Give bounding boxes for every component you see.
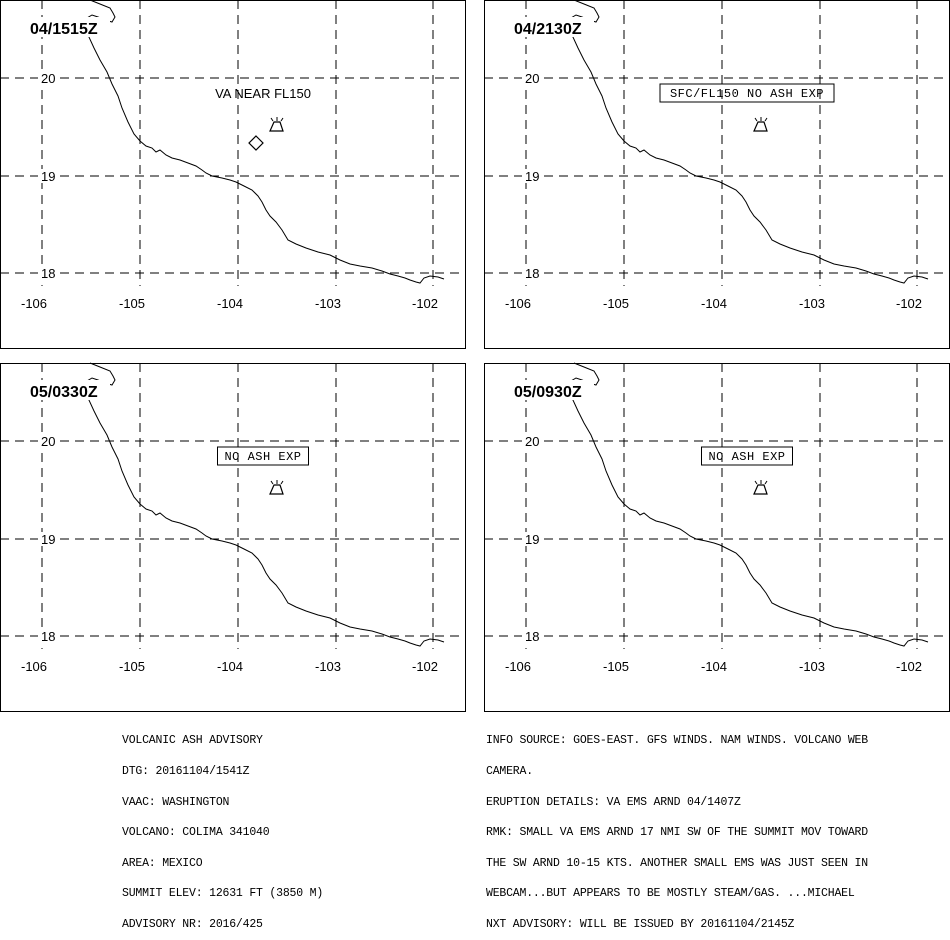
longitude-tick-label: -106 <box>505 296 531 311</box>
advisory-line: RMK: SMALL VA EMS ARND 17 NMI SW OF THE … <box>486 826 868 840</box>
advisory-line: NXT ADVISORY: WILL BE ISSUED BY 20161104… <box>486 917 795 931</box>
time-label-bg <box>28 380 110 400</box>
longitude-tick-label: -103 <box>315 296 341 311</box>
latitude-tick-label: 19 <box>525 169 539 184</box>
longitude-tick-label: -106 <box>505 659 531 674</box>
longitude-tick-label: -103 <box>315 659 341 674</box>
latitude-tick-label: 18 <box>525 266 539 281</box>
map-svg: 20 19 18 -106 -105 -104 -103 -102 05/0930Z NO ASH… <box>484 362 950 712</box>
advisory-line: AREA: MEXICO <box>122 856 203 870</box>
longitude-tick-label: -102 <box>896 659 922 674</box>
latitude-label-bg <box>38 71 60 85</box>
latitude-label-bg <box>522 266 544 280</box>
longitude-tick-label: -102 <box>896 296 922 311</box>
advisory-line: DTG: 20161104/1541Z <box>122 765 250 778</box>
ash-forecast-label: NO ASH EXP <box>708 450 785 464</box>
map-frame <box>0 363 466 712</box>
time-label-bg <box>28 17 110 37</box>
advisory-header-left: VOLCANIC ASH ADVISORY DTG: 20161104/1541… <box>122 716 323 940</box>
latitude-tick-label: 20 <box>525 71 539 86</box>
volcano-triangle-icon <box>753 480 768 495</box>
advisory-line: CAMERA. <box>486 765 533 778</box>
longitude-tick-label: -105 <box>603 659 629 674</box>
advisory-line: VOLCANO: COLIMA 341040 <box>122 826 270 840</box>
longitude-tick-label: -104 <box>217 659 243 674</box>
longitude-tick-label: -102 <box>412 296 438 311</box>
latitude-label-bg <box>522 169 544 183</box>
longitude-tick-label: -106 <box>21 659 47 674</box>
ash-forecast-label: SFC/FL150 NO ASH EXP <box>670 87 824 101</box>
map-panel-2: 20 19 18 -106 -105 -104 -103 -102 04/2130Z SFC/FL… <box>484 0 950 349</box>
latitude-label-bg <box>38 434 60 448</box>
latitude-label-bg <box>522 71 544 85</box>
latitude-tick-label: 19 <box>41 532 55 547</box>
latitude-tick-label: 18 <box>41 629 55 644</box>
map-panel-4: 20 19 18 -106 -105 -104 -103 -102 05/0930Z NO ASH… <box>484 362 950 712</box>
ash-forecast-label-box <box>701 446 793 466</box>
advisory-line: ADVISORY NR: 2016/425 <box>122 917 263 931</box>
map-frame <box>484 0 950 349</box>
longitude-tick-label: -105 <box>119 659 145 674</box>
latitude-tick-label: 20 <box>41 71 55 86</box>
longitude-tick-label: -104 <box>217 296 243 311</box>
longitude-tick-label: -105 <box>603 296 629 311</box>
ash-forecast-label: VA NEAR FL150 <box>215 86 311 101</box>
longitude-tick-label: -106 <box>21 296 47 311</box>
diamond-outline-icon <box>248 135 264 151</box>
advisory-details-right: INFO SOURCE: GOES-EAST. GFS WINDS. NAM W… <box>486 716 868 940</box>
latitude-label-bg <box>38 532 60 546</box>
longitude-tick-label: -105 <box>119 296 145 311</box>
latitude-label-bg <box>522 629 544 643</box>
volcano-triangle-icon <box>753 117 768 132</box>
latitude-tick-label: 20 <box>525 434 539 449</box>
map-svg: 20 19 18 -106 -105 -104 -103 -102 05/0330Z NO ASH… <box>0 362 466 712</box>
map-frame <box>484 363 950 712</box>
advisory-line: SUMMIT ELEV: 12631 FT (3850 M) <box>122 887 324 901</box>
volcano-triangle-icon <box>269 117 284 132</box>
time-label-bg <box>512 17 594 37</box>
advisory-line: THE SW ARND 10-15 KTS. ANOTHER SMALL EMS… <box>486 856 868 870</box>
ash-forecast-label-box <box>659 83 835 103</box>
volcano-triangle-icon <box>269 480 284 495</box>
latitude-tick-label: 18 <box>525 629 539 644</box>
map-svg: 20 19 18 -106 -105 -104 -103 -102 04/1515Z VA NEA… <box>0 0 466 349</box>
latitude-label-bg <box>522 434 544 448</box>
latitude-tick-label: 19 <box>41 169 55 184</box>
latitude-tick-label: 19 <box>525 532 539 547</box>
advisory-line: VAAC: WASHINGTON <box>122 795 230 809</box>
valid-time-label: 05/0930Z <box>514 384 582 401</box>
latitude-label-bg <box>38 629 60 643</box>
valid-time-label: 04/2130Z <box>514 21 582 38</box>
advisory-line: ERUPTION DETAILS: VA EMS ARND 04/1407Z <box>486 795 741 809</box>
longitude-tick-label: -103 <box>799 659 825 674</box>
map-svg: 20 19 18 -106 -105 -104 -103 -102 04/2130Z SFC/FL… <box>484 0 950 349</box>
advisory-line: WEBCAM...BUT APPEARS TO BE MOSTLY STEAM/… <box>486 887 855 901</box>
longitude-tick-label: -103 <box>799 296 825 311</box>
latitude-label-bg <box>38 266 60 280</box>
map-frame <box>0 0 466 349</box>
ash-forecast-label: NO ASH EXP <box>224 450 301 464</box>
longitude-tick-label: -104 <box>701 296 727 311</box>
ash-forecast-label-box <box>217 446 309 466</box>
map-panel-3: 20 19 18 -106 -105 -104 -103 -102 05/0330Z NO ASH… <box>0 362 466 712</box>
time-label-bg <box>512 380 594 400</box>
longitude-tick-label: -104 <box>701 659 727 674</box>
latitude-label-bg <box>522 532 544 546</box>
latitude-label-bg <box>38 169 60 183</box>
longitude-tick-label: -102 <box>412 659 438 674</box>
map-panel-1: 20 19 18 -106 -105 -104 -103 -102 04/1515Z VA NEA… <box>0 0 466 349</box>
latitude-tick-label: 18 <box>41 266 55 281</box>
valid-time-label: 04/1515Z <box>30 21 98 38</box>
valid-time-label: 05/0330Z <box>30 384 98 401</box>
latitude-tick-label: 20 <box>41 434 55 449</box>
advisory-line: INFO SOURCE: GOES-EAST. GFS WINDS. NAM W… <box>486 734 868 748</box>
advisory-line: VOLCANIC ASH ADVISORY <box>122 734 263 748</box>
